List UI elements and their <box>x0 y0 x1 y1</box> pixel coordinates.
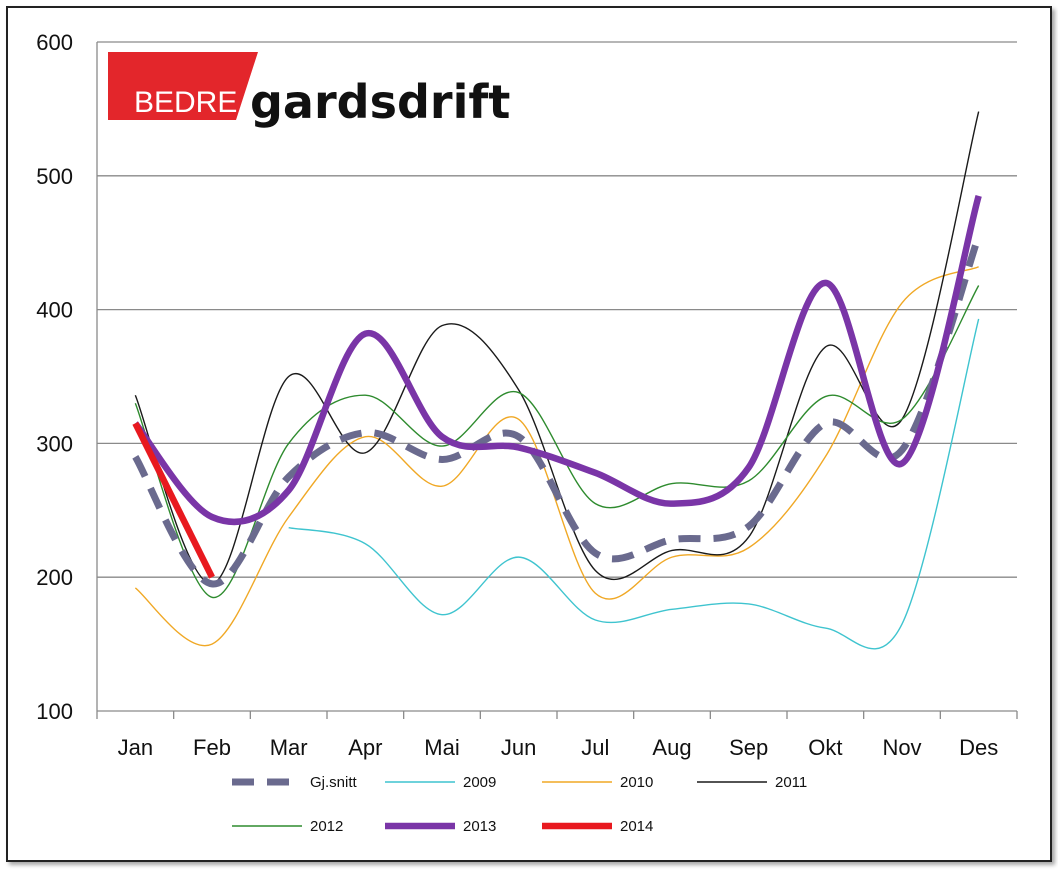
legend-label: 2014 <box>620 818 653 835</box>
y-axis-ticks: 100 200 300 400 500 600 <box>36 30 73 724</box>
x-tick-label: Des <box>959 735 998 760</box>
series-line-gjsnitt <box>132 234 982 588</box>
x-tick-label: Okt <box>808 735 842 760</box>
legend-item-2012: 2012 <box>232 818 343 835</box>
x-tick-label: Jul <box>581 735 609 760</box>
legend-item-2014: 2014 <box>542 818 653 835</box>
legend-item-gjsnitt: Gj.snitt <box>232 774 358 791</box>
legend-item-2013: 2013 <box>385 818 496 835</box>
y-tick-label: 300 <box>36 431 73 456</box>
series-lines <box>132 111 982 650</box>
legend-item-2011: 2011 <box>697 774 807 791</box>
series-line-2009 <box>288 318 980 650</box>
x-tick-label: Mai <box>424 735 459 760</box>
legend: Gj.snitt 2009 2010 2011 2012 2013 2014 <box>232 774 807 835</box>
legend-label: 2011 <box>775 774 807 791</box>
y-tick-label: 600 <box>36 30 73 55</box>
logo-red-block <box>108 52 258 120</box>
y-tick-label: 500 <box>36 164 73 189</box>
x-tick-label: Apr <box>348 735 382 760</box>
x-tick-label: Jun <box>501 735 536 760</box>
x-axis-ticks: Jan Feb Mar Apr Mai Jun Jul Aug Sep Okt Nov Des <box>118 735 999 760</box>
legend-label: 2013 <box>463 818 496 835</box>
series-line-2014 <box>132 421 215 579</box>
logo-text-gardsdrift: gardsdrift <box>250 75 510 129</box>
axes <box>96 42 1018 719</box>
x-tick-label: Feb <box>193 735 231 760</box>
x-tick-label: Aug <box>652 735 691 760</box>
y-tick-label: 400 <box>36 298 73 323</box>
legend-label: Gj.snitt <box>310 774 358 791</box>
logo-text-bedre: BEDRE <box>134 86 237 119</box>
legend-item-2010: 2010 <box>542 774 653 791</box>
series-line-2013 <box>132 194 982 526</box>
x-tick-label: Jan <box>118 735 153 760</box>
x-tick-label: Sep <box>729 735 768 760</box>
legend-label: 2012 <box>310 818 343 835</box>
x-tick-label: Nov <box>882 735 921 760</box>
y-tick-label: 100 <box>36 699 73 724</box>
legend-label: 2009 <box>463 774 496 791</box>
legend-label: 2010 <box>620 774 653 791</box>
x-tick-label: Mar <box>270 735 308 760</box>
bedre-gardsdrift-logo: BEDRE gardsdrift <box>108 52 510 129</box>
y-tick-label: 200 <box>36 565 73 590</box>
legend-item-2009: 2009 <box>385 774 496 791</box>
